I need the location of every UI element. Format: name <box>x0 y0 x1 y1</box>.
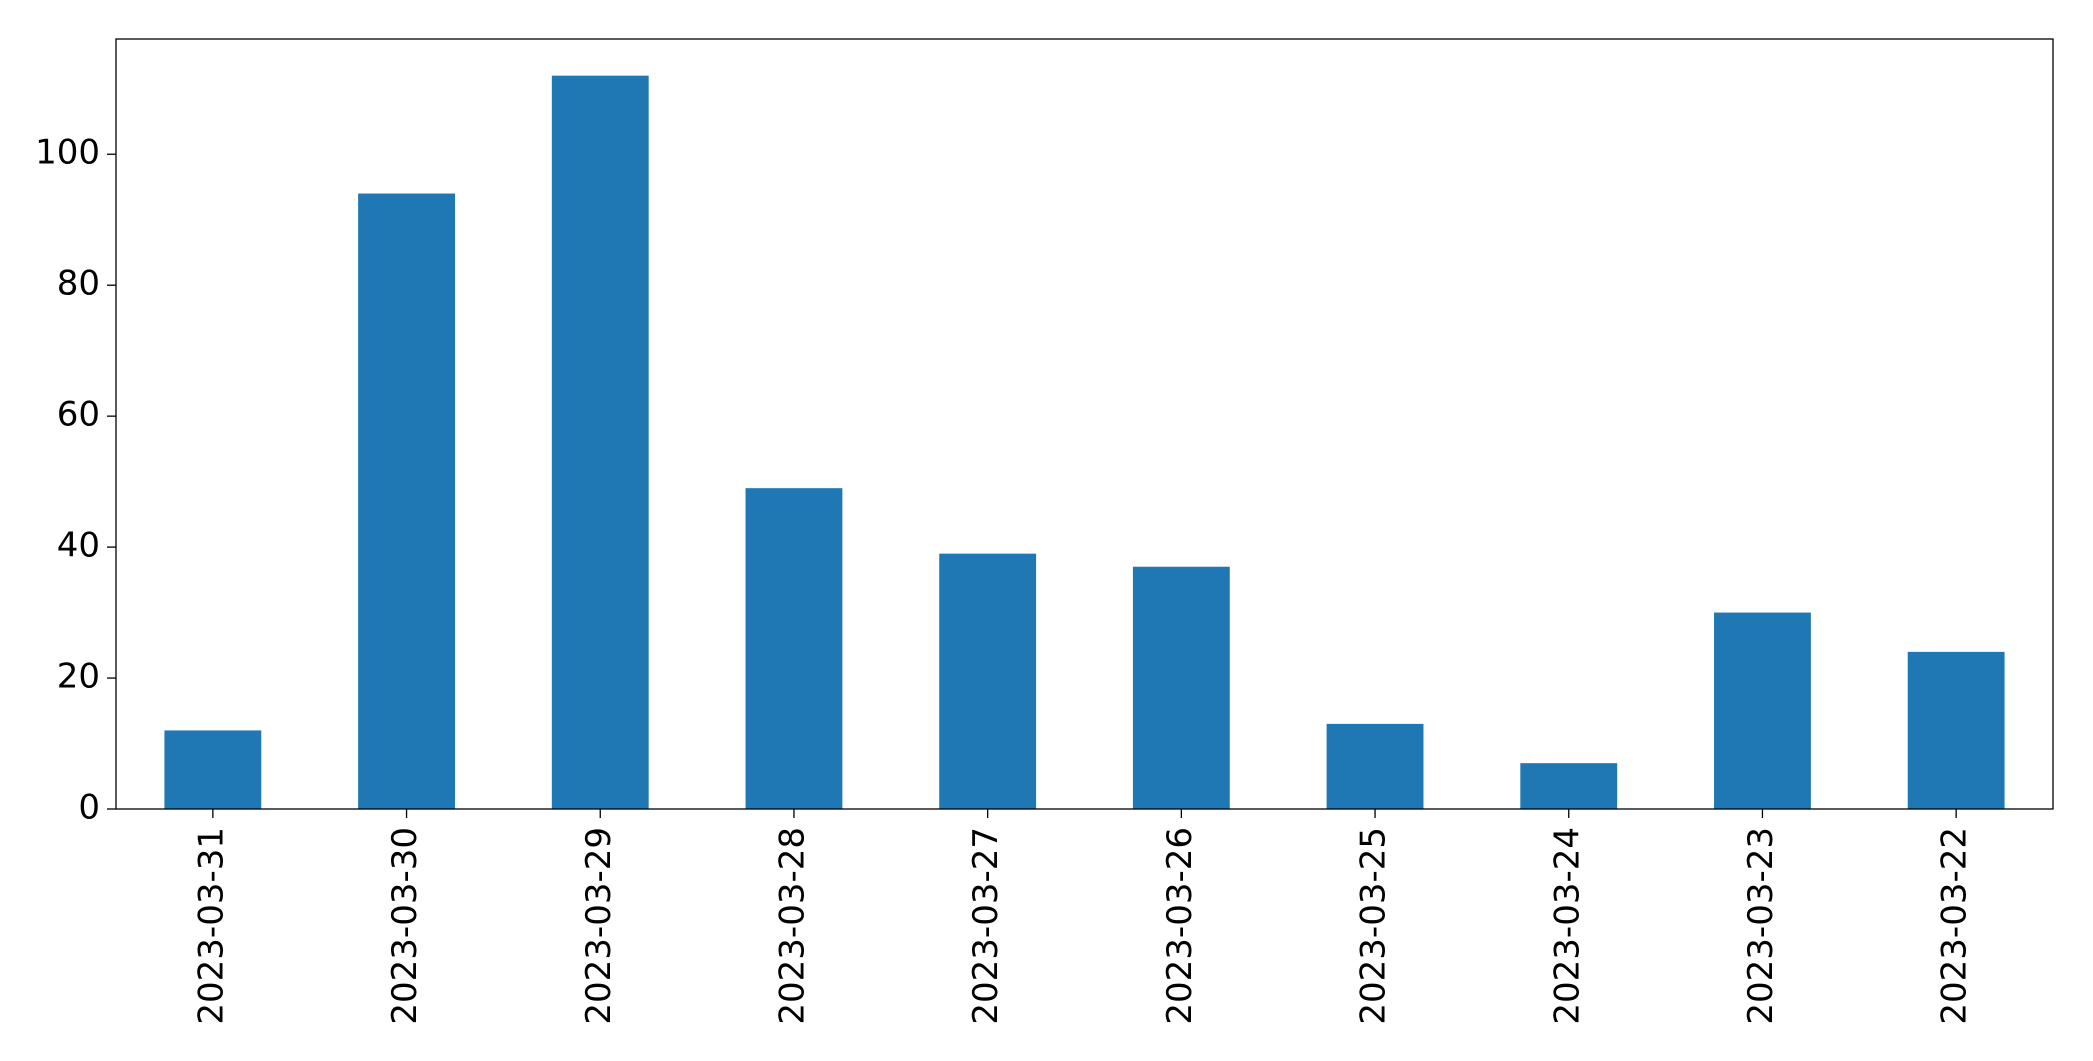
bar <box>358 193 455 809</box>
bar <box>1132 566 1230 809</box>
y-tick-label: 60 <box>57 395 100 435</box>
bar <box>1520 763 1618 809</box>
y-tick-label: 100 <box>35 133 100 173</box>
y-tick-label: 20 <box>57 657 100 697</box>
x-tick-label: 2023-03-30 <box>385 827 425 1025</box>
bar <box>1326 723 1424 809</box>
bar <box>939 553 1037 809</box>
x-tick-label: 2023-03-26 <box>1160 827 1200 1025</box>
x-tick-label: 2023-03-24 <box>1547 827 1587 1025</box>
bar <box>1714 612 1811 809</box>
bar <box>745 488 843 809</box>
x-tick-label: 2023-03-23 <box>1741 827 1781 1025</box>
bar <box>1907 651 2005 809</box>
y-tick-label: 0 <box>78 788 100 828</box>
y-tick-label: 40 <box>57 526 100 566</box>
bar <box>551 75 649 809</box>
x-tick-label: 2023-03-31 <box>191 827 231 1025</box>
x-tick-label: 2023-03-27 <box>966 827 1006 1025</box>
bar <box>164 730 262 809</box>
x-tick-label: 2023-03-28 <box>772 827 812 1025</box>
x-tick-label: 2023-03-29 <box>579 827 619 1025</box>
x-tick-label: 2023-03-22 <box>1935 827 1975 1025</box>
y-tick-label: 80 <box>57 264 100 304</box>
x-tick-label: 2023-03-25 <box>1354 827 1394 1025</box>
plot-frame <box>115 38 2054 810</box>
